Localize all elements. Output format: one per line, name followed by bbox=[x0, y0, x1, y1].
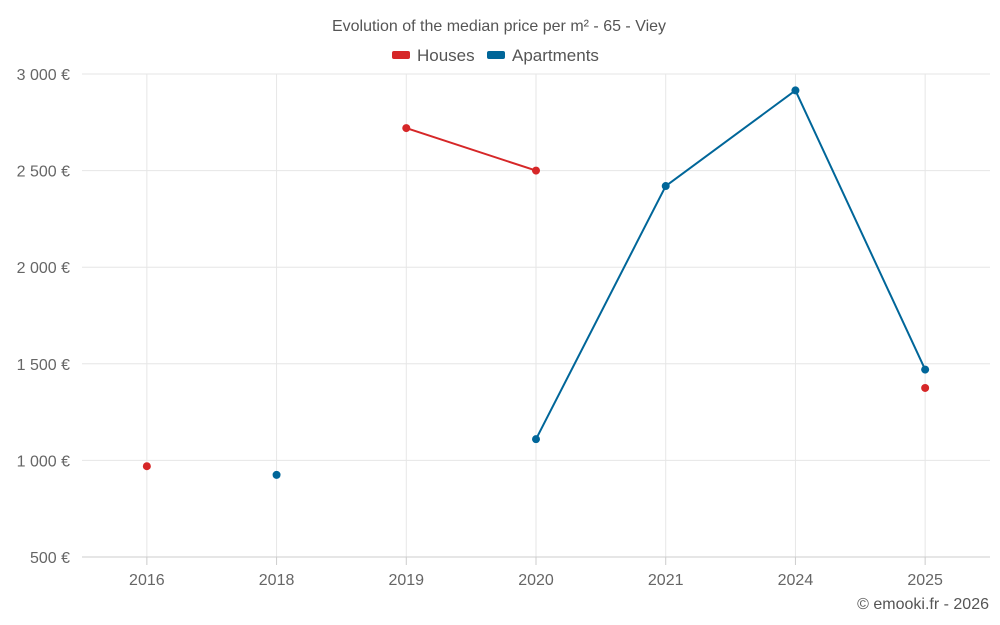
data-point bbox=[921, 383, 930, 392]
legend: Houses Apartments bbox=[392, 46, 599, 65]
y-tick-label: 3 000 € bbox=[17, 67, 70, 84]
x-tick-label: 2020 bbox=[518, 572, 554, 589]
legend-item-apartments[interactable]: Apartments bbox=[487, 46, 599, 65]
series-line-segment bbox=[794, 89, 927, 371]
legend-swatch bbox=[392, 51, 410, 59]
series-apartments bbox=[272, 86, 930, 479]
x-axis: 2016 2018 2019 2020 2021 2024 2025 bbox=[82, 556, 990, 589]
credit-text: © emooki.fr - 2026 bbox=[857, 596, 989, 613]
legend-item-houses[interactable]: Houses bbox=[392, 46, 475, 65]
data-point bbox=[532, 435, 540, 444]
data-point bbox=[272, 470, 281, 479]
data-point bbox=[661, 182, 670, 191]
y-tick-label: 2 500 € bbox=[17, 164, 70, 181]
series-layer bbox=[142, 86, 930, 479]
legend-swatch bbox=[487, 51, 505, 59]
data-point bbox=[402, 124, 411, 133]
data-point bbox=[142, 462, 151, 471]
series-line-segment bbox=[535, 185, 667, 441]
legend-label: Houses bbox=[417, 46, 475, 65]
x-tick-label: 2024 bbox=[778, 572, 814, 589]
y-tick-label: 2 000 € bbox=[17, 260, 70, 277]
x-tick-label: 2019 bbox=[388, 572, 424, 589]
data-point bbox=[791, 86, 800, 95]
y-tick-label: 1 000 € bbox=[17, 453, 70, 470]
x-tick-label: 2016 bbox=[129, 572, 165, 589]
data-point bbox=[532, 166, 540, 175]
series-houses bbox=[142, 124, 930, 471]
series-line-segment bbox=[664, 89, 797, 188]
legend-label: Apartments bbox=[512, 46, 599, 65]
x-tick-label: 2018 bbox=[259, 572, 295, 589]
x-tick-label: 2025 bbox=[907, 572, 943, 589]
series-line-segment bbox=[405, 127, 537, 172]
y-axis: 500 € 1 000 € 1 500 € 2 000 € 2 500 € 3 000 € bbox=[17, 67, 70, 567]
data-point bbox=[921, 365, 930, 374]
x-tick-label: 2021 bbox=[648, 572, 684, 589]
grid bbox=[82, 73, 990, 557]
y-tick-label: 1 500 € bbox=[17, 357, 70, 374]
chart-title: Evolution of the median price per m² - 6… bbox=[332, 18, 666, 35]
y-tick-label: 500 € bbox=[30, 550, 70, 567]
